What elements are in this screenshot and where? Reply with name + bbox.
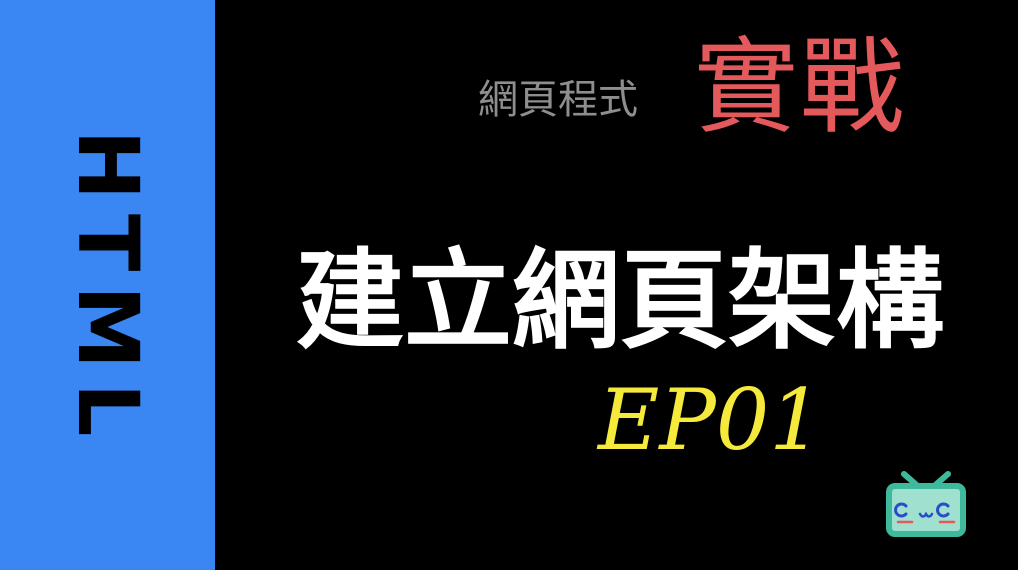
subtitle-prefix: 網頁程式 [478,77,638,123]
sidebar-band: HTML [0,0,215,570]
vertical-html-label: HTML [59,129,157,451]
episode-label: EP01 [598,371,823,469]
tv-mascot-icon [886,470,966,540]
main-title: 建立網頁架構 [296,239,945,364]
subtitle-emphasis: 實戰 [694,26,907,148]
